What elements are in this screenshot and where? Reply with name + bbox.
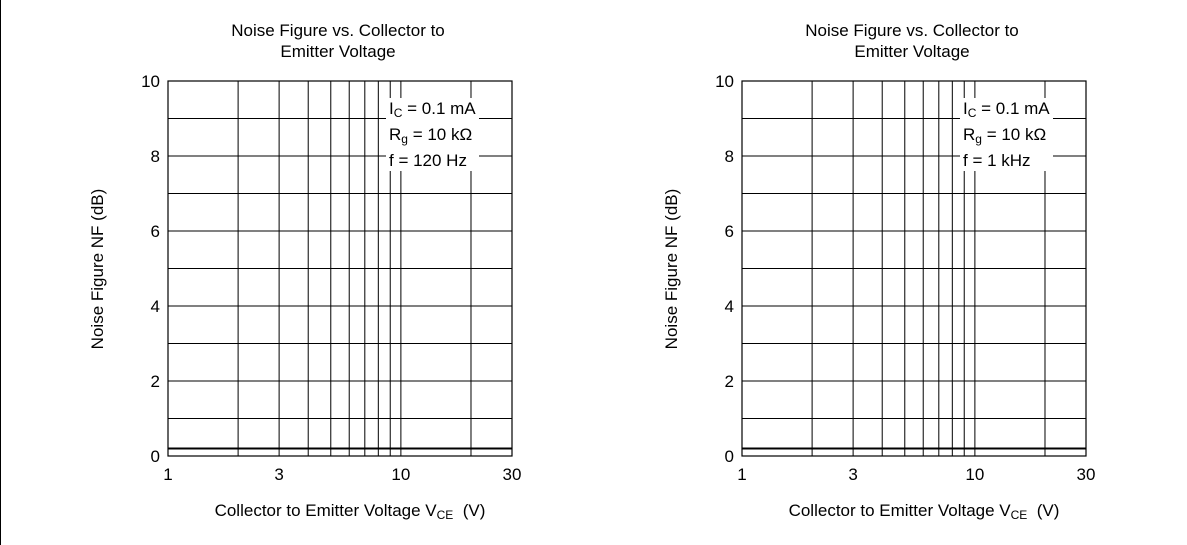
parameter-box: IC = 0.1 mA Rg = 10 kΩ f = 1 kHz: [960, 98, 1053, 171]
param-f: f = 120 Hz: [389, 151, 467, 170]
param-rg: Rg = 10 kΩ: [963, 125, 1047, 146]
chart-panel-right: Noise Figure vs. Collector to Emitter Vo…: [662, 0, 1104, 545]
chart-title: Noise Figure vs. Collector to Emitter Vo…: [742, 20, 1082, 62]
parameter-box: IC = 0.1 mA Rg = 10 kΩ f = 120 Hz: [386, 98, 479, 171]
y-tick-label: 10: [715, 72, 734, 91]
plot-area: 0 2 4 6 8 10 1 3 10 30: [715, 72, 1096, 484]
x-tick-label: 1: [737, 465, 746, 484]
chart-title-line-1: Noise Figure vs. Collector to: [231, 21, 445, 40]
y-tick-label: 8: [725, 147, 734, 166]
plot-frame: [741, 80, 1087, 457]
plot-area: 0 2 4 6 8 10 1 3 10 30: [141, 72, 522, 484]
y-tick-label: 2: [725, 372, 734, 391]
y-tick-label: 6: [725, 222, 734, 241]
y-tick-label: 2: [151, 372, 160, 391]
y-tick-label: 0: [151, 447, 160, 466]
x-tick-label: 3: [848, 465, 857, 484]
chart-title-line-2: Emitter Voltage: [854, 42, 970, 61]
chart-title-line-2: Emitter Voltage: [280, 42, 396, 61]
y-tick-label: 0: [725, 447, 734, 466]
chart-panel-left: Noise Figure vs. Collector to Emitter Vo…: [88, 0, 530, 545]
x-tick-label: 1: [163, 465, 172, 484]
x-axis-label: Collector to Emitter Voltage VCE (V): [214, 501, 486, 522]
param-ic: IC = 0.1 mA: [963, 99, 1050, 120]
plot-frame: [167, 80, 513, 457]
x-tick-label: 30: [1077, 465, 1096, 484]
y-tick-label: 10: [141, 72, 160, 91]
x-tick-label: 10: [391, 465, 410, 484]
param-f: f = 1 kHz: [963, 151, 1031, 170]
x-tick-label: 10: [965, 465, 984, 484]
chart-title-line-1: Noise Figure vs. Collector to: [805, 21, 1019, 40]
y-tick-label: 8: [151, 147, 160, 166]
y-tick-label: 4: [725, 297, 734, 316]
param-ic: IC = 0.1 mA: [389, 99, 476, 120]
param-rg: Rg = 10 kΩ: [389, 125, 473, 146]
y-tick-label: 4: [151, 297, 160, 316]
x-tick-label: 3: [274, 465, 283, 484]
x-axis-label: Collector to Emitter Voltage VCE (V): [788, 501, 1060, 522]
y-tick-label: 6: [151, 222, 160, 241]
x-tick-label: 30: [503, 465, 522, 484]
chart-title: Noise Figure vs. Collector to Emitter Vo…: [168, 20, 508, 62]
page-border-left: [0, 0, 1, 545]
